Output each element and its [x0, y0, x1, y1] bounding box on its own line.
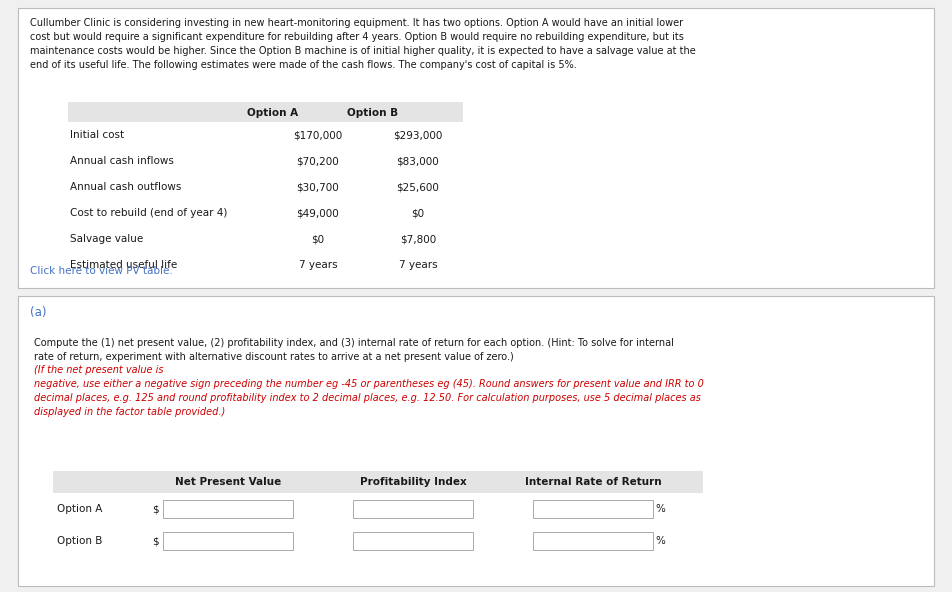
Text: (a): (a) [30, 306, 47, 319]
Text: 7 years: 7 years [398, 260, 437, 270]
Bar [163, 500, 292, 518]
Bar [18, 296, 933, 586]
Text: Compute the (1) net present value, (2) profitability index, and (3) internal rat: Compute the (1) net present value, (2) p… [34, 338, 673, 362]
Bar [53, 471, 703, 493]
Text: %: % [654, 536, 664, 546]
Text: $70,200: $70,200 [296, 156, 339, 166]
Bar [18, 8, 933, 288]
Text: $293,000: $293,000 [393, 130, 443, 140]
Text: $49,000: $49,000 [296, 208, 339, 218]
Text: Option A: Option A [248, 108, 298, 117]
Bar [163, 532, 292, 550]
Text: 7 years: 7 years [298, 260, 337, 270]
Text: $7,800: $7,800 [400, 234, 436, 244]
Text: Cost to rebuild (end of year 4): Cost to rebuild (end of year 4) [69, 208, 228, 218]
Text: (If the net present value is
negative, use either a negative sign preceding the : (If the net present value is negative, u… [34, 365, 704, 417]
Text: Initial cost: Initial cost [69, 130, 124, 140]
Text: Option B: Option B [347, 108, 398, 117]
Bar [352, 532, 472, 550]
Text: %: % [654, 504, 664, 514]
Bar [68, 102, 463, 122]
Text: Click here to view PV table.: Click here to view PV table. [30, 266, 172, 276]
Text: Cullumber Clinic is considering investing in new heart-monitoring equipment. It : Cullumber Clinic is considering investin… [30, 18, 695, 70]
Text: Annual cash outflows: Annual cash outflows [69, 182, 181, 192]
Text: Annual cash inflows: Annual cash inflows [69, 156, 173, 166]
Text: Profitability Index: Profitability Index [359, 477, 466, 487]
Text: $30,700: $30,700 [296, 182, 339, 192]
Text: Internal Rate of Return: Internal Rate of Return [525, 477, 661, 487]
Text: $170,000: $170,000 [293, 130, 343, 140]
Text: $83,000: $83,000 [396, 156, 439, 166]
Text: Option A: Option A [57, 504, 102, 514]
Bar [532, 532, 652, 550]
Text: Option B: Option B [57, 536, 102, 546]
Text: $: $ [152, 536, 159, 546]
Text: $25,600: $25,600 [396, 182, 439, 192]
Text: $: $ [152, 504, 159, 514]
Text: Net Present Value: Net Present Value [174, 477, 281, 487]
Text: $0: $0 [311, 234, 325, 244]
Text: Salvage value: Salvage value [69, 234, 143, 244]
Text: $0: $0 [411, 208, 425, 218]
Text: Estimated useful life: Estimated useful life [69, 260, 177, 270]
Bar [352, 500, 472, 518]
Bar [532, 500, 652, 518]
